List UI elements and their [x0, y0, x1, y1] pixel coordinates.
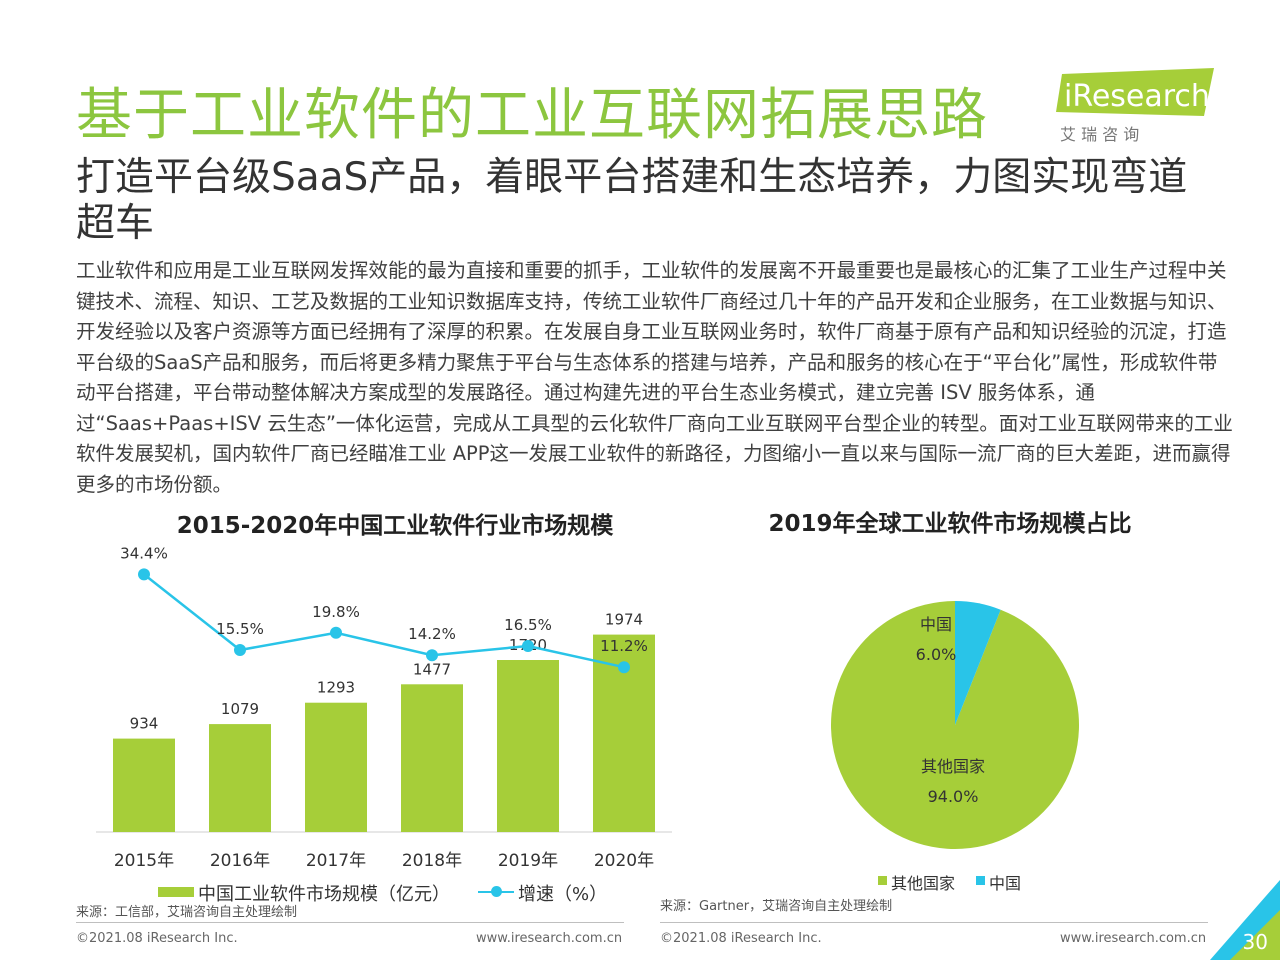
- svg-text:iResearch: iResearch: [1064, 79, 1210, 114]
- x-tick-label: 2016年: [210, 851, 270, 871]
- growth-value-label: 15.5%: [216, 620, 264, 638]
- growth-point: [522, 640, 534, 652]
- legend-bar-swatch: [158, 887, 194, 897]
- bar-chart-title: 2015-2020年中国工业软件行业市场规模: [176, 513, 614, 539]
- bar: [305, 702, 367, 832]
- growth-value-label: 11.2%: [600, 637, 648, 655]
- bar: [209, 724, 271, 832]
- left-website: www.iresearch.com.cn: [476, 931, 623, 946]
- growth-point: [330, 626, 342, 639]
- bar-value-label: 1079: [221, 700, 259, 718]
- growth-value-label: 14.2%: [408, 625, 456, 643]
- pie-chart: 其他国家 94.0% 中国 6.0%: [831, 601, 1079, 849]
- page-subtitle: 打造平台级SaaS产品，着眼平台搭建和生态培养，力图实现弯道超车: [76, 155, 1188, 246]
- growth-value-label: 16.5%: [504, 616, 552, 634]
- bar-line-chart: 9342015年10792016年12932017年14772018年17202…: [96, 544, 672, 871]
- growth-point: [234, 644, 246, 656]
- bar-value-label: 1477: [413, 660, 451, 678]
- pie-value-other: 94.0%: [928, 787, 979, 806]
- left-copyright: ©2021.08 iResearch Inc.: [76, 931, 238, 946]
- iresearch-logo: iResearch 艾 瑞 咨 询: [1054, 68, 1220, 148]
- bar: [401, 684, 463, 832]
- page-title: 基于工业软件的工业互联网拓展思路: [76, 83, 988, 148]
- body-paragraph: 工业软件和应用是工业互联网发挥效能的最为直接和重要的抓手，工业软件的发展离不开最…: [76, 259, 1233, 496]
- bar-value-label: 1974: [605, 611, 643, 629]
- pie-slice: [955, 601, 1001, 725]
- legend-china-label: 中国: [989, 874, 1022, 893]
- bar-chart-legend: 中国工业软件市场规模（亿元） 增速（%）: [158, 880, 638, 905]
- right-source: 来源：Gartner，艾瑞咨询自主处理绘制: [660, 899, 893, 914]
- pie-legend: 其他国家 中国: [878, 870, 1058, 893]
- bar: [497, 660, 559, 832]
- page-number: 30: [1242, 930, 1268, 954]
- bar-value-label: 1293: [317, 679, 355, 697]
- legend-line-marker: [491, 886, 502, 897]
- legend-china-swatch: [976, 876, 985, 885]
- x-tick-label: 2020年: [594, 851, 654, 871]
- legend-line-label: 增速（%）: [518, 884, 608, 905]
- pie-label-other: 其他国家: [921, 757, 985, 776]
- bar-value-label: 934: [130, 715, 159, 733]
- legend-other-label: 其他国家: [891, 874, 956, 893]
- growth-point: [426, 649, 438, 662]
- x-tick-label: 2019年: [498, 851, 558, 871]
- pie-value-china: 6.0%: [916, 645, 957, 664]
- left-divider: [76, 922, 624, 923]
- growth-value-label: 34.4%: [120, 544, 168, 562]
- x-tick-label: 2018年: [402, 851, 462, 871]
- bar: [113, 738, 175, 832]
- growth-line: [143, 573, 625, 669]
- right-copyright: ©2021.08 iResearch Inc.: [660, 931, 822, 946]
- growth-point: [618, 661, 630, 674]
- x-tick-label: 2017年: [306, 851, 366, 871]
- right-website: www.iresearch.com.cn: [1060, 931, 1207, 946]
- growth-value-label: 19.8%: [312, 603, 360, 621]
- pie-label-china: 中国: [920, 615, 952, 634]
- right-divider: [660, 922, 1208, 923]
- legend-other-swatch: [878, 876, 887, 885]
- x-tick-label: 2015年: [114, 851, 174, 871]
- growth-point: [138, 568, 150, 581]
- svg-text:艾 瑞 咨 询: 艾 瑞 咨 询: [1060, 125, 1139, 144]
- legend-bar-label: 中国工业软件市场规模（亿元）: [198, 884, 450, 905]
- pie-chart-title: 2019年全球工业软件市场规模占比: [768, 511, 1132, 537]
- left-source: 来源：工信部，艾瑞咨询自主处理绘制: [76, 905, 298, 920]
- page-corner-decoration: [1210, 880, 1280, 960]
